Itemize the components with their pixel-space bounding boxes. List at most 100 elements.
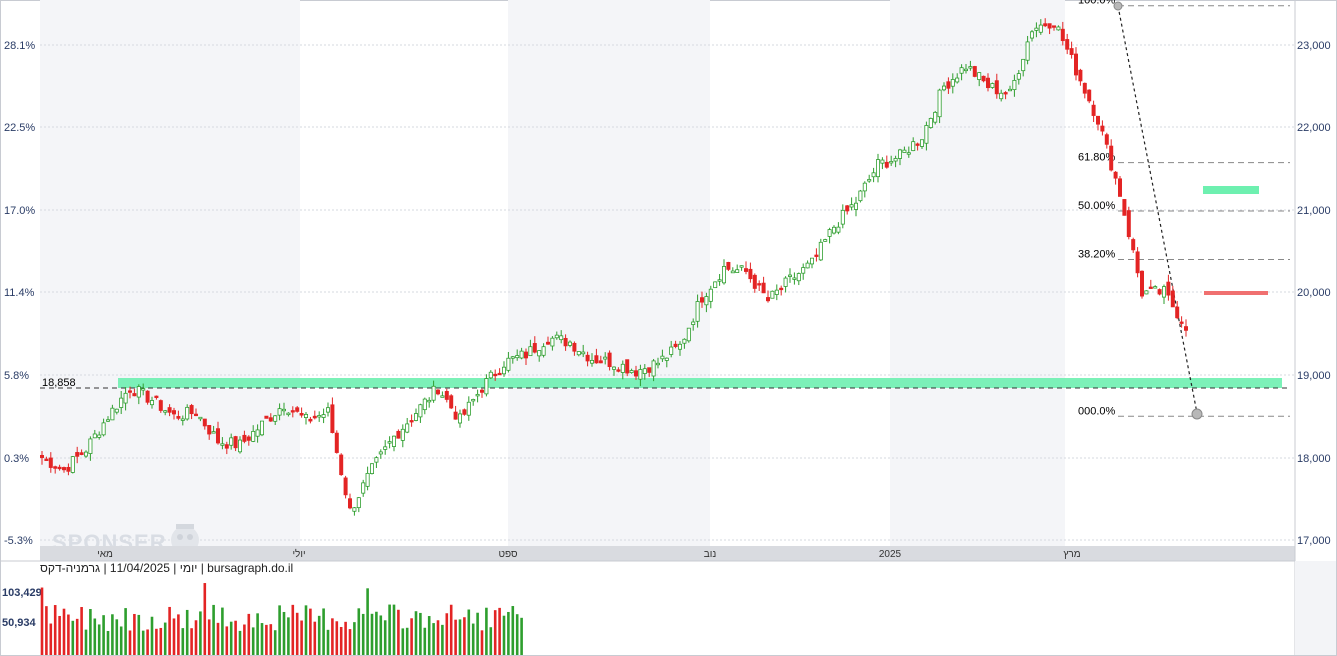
- volume-bar: [146, 629, 149, 655]
- candle-body: [664, 357, 669, 361]
- volume-bar: [256, 613, 259, 655]
- candle-body: [1025, 41, 1030, 61]
- month-axis-strip: [40, 546, 1295, 561]
- candle-body: [400, 428, 405, 441]
- candle-body: [330, 404, 335, 433]
- volume-bar: [49, 623, 53, 655]
- volume-bar: [498, 607, 501, 655]
- volume-bar: [212, 604, 215, 655]
- candle-body: [123, 392, 128, 404]
- candle-body: [466, 401, 471, 416]
- candle-body: [607, 352, 612, 367]
- candle-body: [290, 410, 295, 413]
- candle-body: [92, 433, 97, 439]
- candle-body: [810, 257, 815, 265]
- candle-body: [259, 420, 264, 436]
- candle-body: [1008, 88, 1013, 92]
- candle-body: [1109, 145, 1114, 171]
- candle-body: [497, 372, 502, 376]
- candle-body: [268, 417, 273, 422]
- volume-bar: [102, 615, 105, 655]
- candle-body: [1144, 290, 1149, 295]
- candle-body: [1179, 321, 1184, 324]
- volume-bar: [463, 617, 466, 655]
- candle-body: [66, 466, 71, 472]
- volume-bar: [234, 620, 237, 655]
- volume-bar: [502, 615, 506, 655]
- candle-body: [937, 89, 942, 118]
- candle-body: [537, 350, 542, 357]
- candle-body: [1043, 23, 1048, 27]
- candle-body: [1030, 31, 1035, 39]
- percent-axis: 28.1% 22.5% 17.0% 11.4% 5.8% 0.3% -5.3%: [4, 40, 35, 547]
- volume-bar: [414, 611, 418, 655]
- volume-bar: [515, 614, 519, 655]
- candle-body: [568, 341, 573, 346]
- candle-body: [418, 404, 423, 418]
- percent-tick-label: -5.3%: [4, 535, 33, 547]
- volume-series: [40, 583, 523, 655]
- volume-bar: [348, 629, 352, 655]
- candle-body: [246, 436, 251, 441]
- volume-bar: [207, 619, 211, 655]
- candle-body: [207, 425, 212, 435]
- volume-bar: [419, 612, 422, 655]
- candle-body: [101, 422, 106, 436]
- candle-body: [691, 321, 696, 325]
- volume-bar: [273, 630, 277, 655]
- candle-body: [920, 139, 925, 147]
- volume-bar: [295, 612, 299, 655]
- candle-body: [774, 289, 779, 295]
- volume-bar: [238, 630, 242, 655]
- candle-body: [752, 274, 757, 289]
- candle-body: [409, 420, 414, 423]
- candle-body: [620, 363, 625, 373]
- candle-body: [198, 416, 203, 420]
- candle-body: [383, 446, 388, 450]
- candle-body: [871, 172, 876, 178]
- candle-body: [757, 283, 762, 286]
- candle-body: [119, 397, 124, 408]
- candle-body: [796, 273, 801, 282]
- volume-bar: [317, 615, 321, 655]
- candle-body: [361, 482, 366, 494]
- candle-body: [97, 434, 102, 438]
- volume-axis: 103,429 50,934: [2, 587, 42, 629]
- volume-bar: [163, 622, 167, 655]
- candle-body: [387, 441, 392, 444]
- candle-body: [237, 439, 242, 453]
- candle-body: [299, 413, 304, 416]
- volume-bar: [485, 607, 488, 655]
- month-label: ספט: [498, 549, 518, 560]
- candle-body: [1034, 27, 1039, 31]
- volume-bar: [423, 627, 427, 655]
- candle-body: [40, 455, 45, 459]
- candle-body: [396, 430, 401, 439]
- candle-body: [1038, 24, 1043, 33]
- volume-bar: [89, 609, 92, 655]
- volume-bar: [287, 617, 290, 655]
- volume-bar: [379, 615, 383, 655]
- candle-body: [656, 362, 661, 366]
- candle-body: [435, 389, 440, 395]
- price-tick-label: 21,000: [1297, 205, 1331, 217]
- volume-bar: [471, 623, 475, 655]
- candle-body: [229, 437, 234, 446]
- candle-body: [493, 373, 498, 377]
- candle-body: [642, 368, 647, 374]
- volume-bar: [216, 622, 220, 655]
- candle-body: [1100, 125, 1105, 132]
- month-label: מאי: [97, 549, 113, 560]
- candle-body: [1074, 53, 1079, 76]
- candle-body: [990, 83, 995, 88]
- volume-bar: [265, 624, 268, 655]
- candle-body: [814, 254, 819, 257]
- candle-body: [510, 356, 515, 359]
- volume-bar: [388, 604, 391, 655]
- volume-bar: [194, 620, 198, 655]
- candle-body: [704, 296, 709, 306]
- percent-tick-label: 17.0%: [4, 205, 35, 217]
- percent-tick-label: 5.8%: [4, 370, 29, 382]
- candle-body: [572, 342, 577, 352]
- candle-body: [686, 327, 691, 342]
